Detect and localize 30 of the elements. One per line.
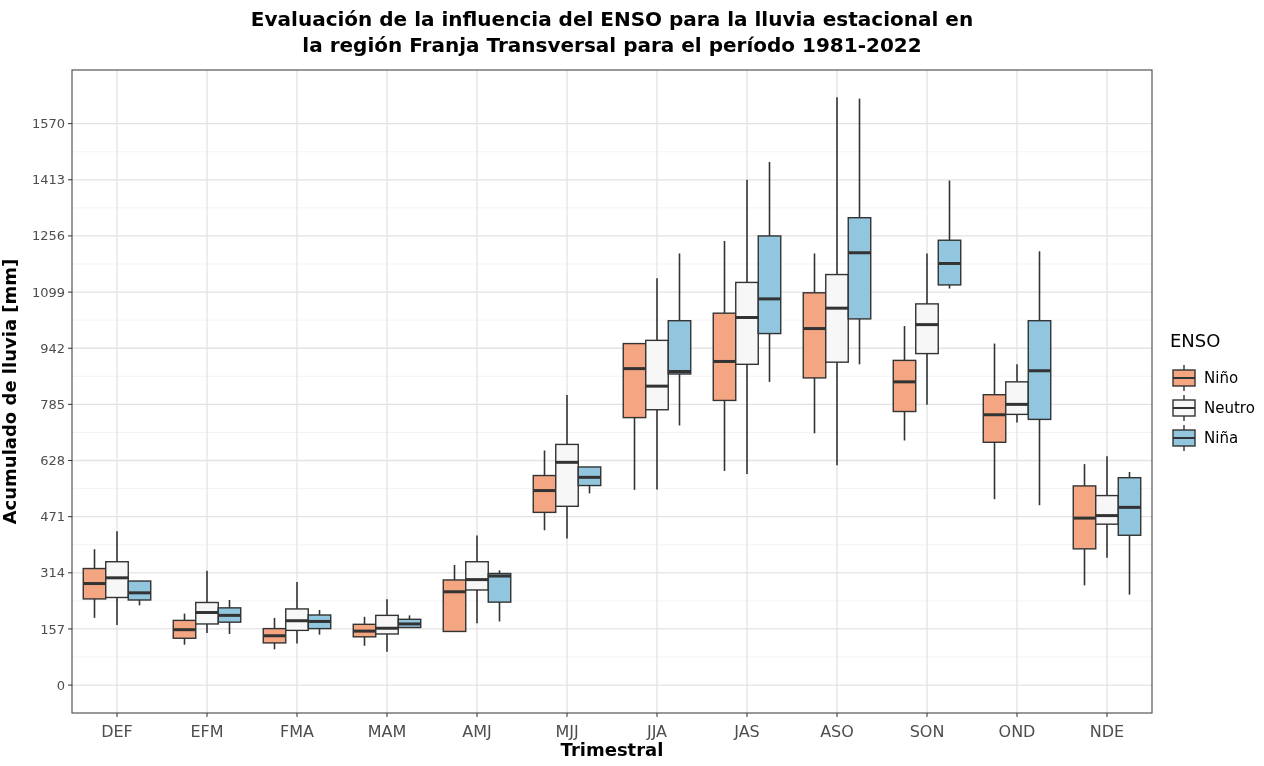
- x-tick-label: FMA: [280, 722, 315, 741]
- x-tick-label: JAS: [733, 722, 760, 741]
- legend-label: Neutro: [1204, 399, 1255, 418]
- y-tick-label: 1413: [31, 172, 65, 188]
- y-tick-label: 157: [40, 621, 65, 637]
- legend-label: Niña: [1204, 429, 1239, 448]
- y-tick-label: 628: [40, 453, 65, 469]
- y-tick-label: 1570: [31, 116, 65, 132]
- x-tick-label: JJA: [645, 722, 668, 741]
- x-tick-label: EFM: [190, 722, 224, 741]
- y-tick-label: 1099: [31, 284, 65, 300]
- legend-label: Niño: [1204, 369, 1239, 388]
- y-tick-label: 785: [40, 396, 65, 412]
- x-tick-label: DEF: [101, 722, 133, 741]
- x-tick-label: NDE: [1089, 722, 1125, 741]
- y-tick-label: 942: [40, 340, 65, 356]
- y-axis-title: Acumulado de lluvia [mm]: [0, 258, 20, 525]
- chart-title: Evaluación de la influencia del ENSO para la lluvia estacional en la región Franja Transversal para el período 1981-2022: [250, 7, 974, 57]
- y-tick-label: 471: [40, 509, 65, 525]
- x-axis-title: Trimestral: [560, 739, 664, 760]
- x-tick-label: ASO: [820, 722, 854, 741]
- x-tick-label: MJJ: [555, 722, 579, 741]
- legend-title: ENSO: [1170, 330, 1221, 351]
- x-tick-label: OND: [998, 722, 1036, 741]
- x-tick-label: SON: [909, 722, 945, 741]
- y-tick-label: 314: [40, 565, 65, 581]
- x-tick-label: MAM: [367, 722, 407, 741]
- y-tick-label: 0: [56, 677, 65, 693]
- y-tick-label: 1256: [31, 228, 65, 244]
- x-tick-label: AMJ: [462, 722, 492, 741]
